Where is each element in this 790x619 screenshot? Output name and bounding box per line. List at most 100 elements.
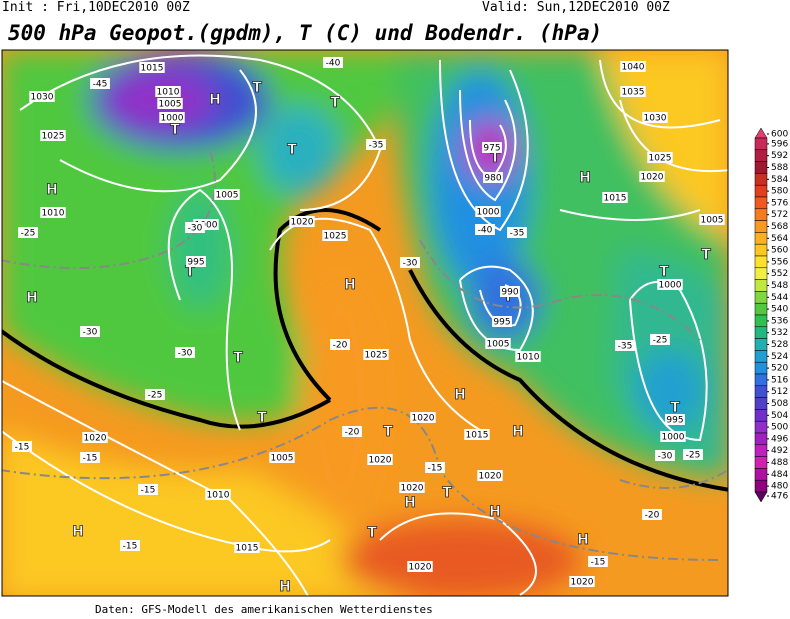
temperature-label-box xyxy=(330,339,350,350)
isobar-label-box xyxy=(639,171,665,182)
temperature-label-box xyxy=(650,334,670,345)
temperature-label-box xyxy=(342,426,362,437)
colorbar-swatch xyxy=(754,432,768,446)
pressure-center: T xyxy=(185,264,195,280)
isobar-label-box xyxy=(464,429,490,440)
pressure-center: T xyxy=(233,350,243,366)
temperature-label: -35 xyxy=(618,342,633,352)
temperature-label: -30 xyxy=(178,349,193,359)
isobar-label-box xyxy=(322,230,348,241)
pressure-center: H xyxy=(577,532,589,548)
isobar-label: 1010 xyxy=(517,353,540,363)
colorbar-swatch xyxy=(754,291,768,304)
temperature-label: -25 xyxy=(148,391,163,401)
isobar-label-box xyxy=(665,414,685,425)
temperature-label: -30 xyxy=(188,224,203,234)
colorbar-swatch xyxy=(754,137,768,151)
isobar-label-box xyxy=(483,172,503,183)
isobar-label-box xyxy=(620,61,646,72)
isobar-label-box xyxy=(500,286,520,297)
data-source: Daten: GFS-Modell des amerikanischen Wet… xyxy=(95,603,433,616)
colorbar-swatch xyxy=(754,338,768,351)
isobar-label-box xyxy=(214,189,240,200)
pressure-center: T xyxy=(287,142,297,158)
temperature-label: -20 xyxy=(645,511,660,521)
temperature-label-box xyxy=(642,509,662,520)
colorbar-label: 536 xyxy=(771,316,788,326)
temperature-label-box xyxy=(80,452,100,463)
isobar-label-box xyxy=(642,112,668,123)
temperature-label-box xyxy=(18,227,38,238)
isobar-label: 1000 xyxy=(161,114,184,124)
isobar-label-box xyxy=(234,542,260,553)
temperature-label: -15 xyxy=(428,464,443,474)
temperature-label: -30 xyxy=(83,328,98,338)
temperature-label: -15 xyxy=(591,558,606,568)
colorbar-label: 556 xyxy=(771,257,788,267)
pressure-center: T xyxy=(701,247,711,263)
temperature-label: -35 xyxy=(369,141,384,151)
pressure-center: T xyxy=(670,400,680,416)
pressure-center: T xyxy=(330,95,340,111)
pressure-center: H xyxy=(512,424,524,440)
temperature-label: -40 xyxy=(326,59,341,69)
colorbar-swatch xyxy=(754,444,768,457)
pressure-center: H xyxy=(489,504,501,520)
temperature-label: -40 xyxy=(478,226,493,236)
temperature-label-box xyxy=(80,326,100,337)
temperature-label-box xyxy=(120,540,140,551)
colorbar-swatch xyxy=(754,397,768,410)
isobar-label-box xyxy=(485,338,511,349)
isobar-label: 1020 xyxy=(291,218,314,228)
isobar-label-box xyxy=(492,316,512,327)
temperature-label: -15 xyxy=(123,542,138,552)
isobar-label-box xyxy=(475,206,501,217)
temperature-label-box xyxy=(507,227,527,238)
isobar-label-box xyxy=(477,470,503,481)
isobar-label: 1020 xyxy=(369,456,392,466)
map-title: 500 hPa Geopot.(gpdm), T (C) und Bodendr… xyxy=(8,21,602,45)
isobar-label: 1025 xyxy=(649,154,672,164)
isobar-label: 1010 xyxy=(42,209,65,219)
isobar-label-box xyxy=(482,142,502,153)
colorbar-swatch xyxy=(754,350,768,363)
isobar-label: 1000 xyxy=(662,433,685,443)
temperature-label: -25 xyxy=(653,336,668,346)
pressure-center: H xyxy=(72,524,84,540)
isobar-label-box xyxy=(515,351,541,362)
pressure-center: T xyxy=(170,122,180,138)
colorbar-label: 584 xyxy=(771,175,788,185)
temperature-label-box xyxy=(145,389,165,400)
colorbar-label: 476 xyxy=(771,492,788,502)
init-time: Init : Fri,10DEC2010 00Z xyxy=(2,0,190,15)
colorbar-label: 560 xyxy=(771,246,788,256)
isobar-label-box xyxy=(602,192,628,203)
temperature-label-box xyxy=(400,257,420,268)
pressure-center: H xyxy=(344,277,356,293)
isobar-label-box xyxy=(40,130,66,141)
isobar-label: 1020 xyxy=(84,434,107,444)
isobar-label: 995 xyxy=(493,318,510,328)
pressure-center: T xyxy=(442,485,452,501)
colorbar-swatch xyxy=(754,373,768,387)
temperature-label: -20 xyxy=(345,428,360,438)
isobar-label: 1025 xyxy=(324,232,347,242)
map-frame xyxy=(1,49,729,597)
isobar-label: 1025 xyxy=(42,132,65,142)
pressure-center: H xyxy=(279,579,291,595)
isobar-label-box xyxy=(40,207,66,218)
temperature-label-box xyxy=(588,556,608,567)
isobar-label: 1030 xyxy=(644,114,667,124)
colorbar-label: 564 xyxy=(771,234,788,244)
colorbar-label: 596 xyxy=(771,139,788,149)
temperature-label: -30 xyxy=(403,259,418,269)
pressure-center: T xyxy=(659,264,669,280)
isobar-label-box xyxy=(186,256,206,267)
isobar-label-box xyxy=(569,576,595,587)
isobar-label: 1010 xyxy=(207,491,230,501)
isobar-label-box xyxy=(289,216,315,227)
isobar-label-box xyxy=(159,112,185,123)
colorbar-swatch xyxy=(754,468,768,481)
isobar-label-box xyxy=(399,482,425,493)
